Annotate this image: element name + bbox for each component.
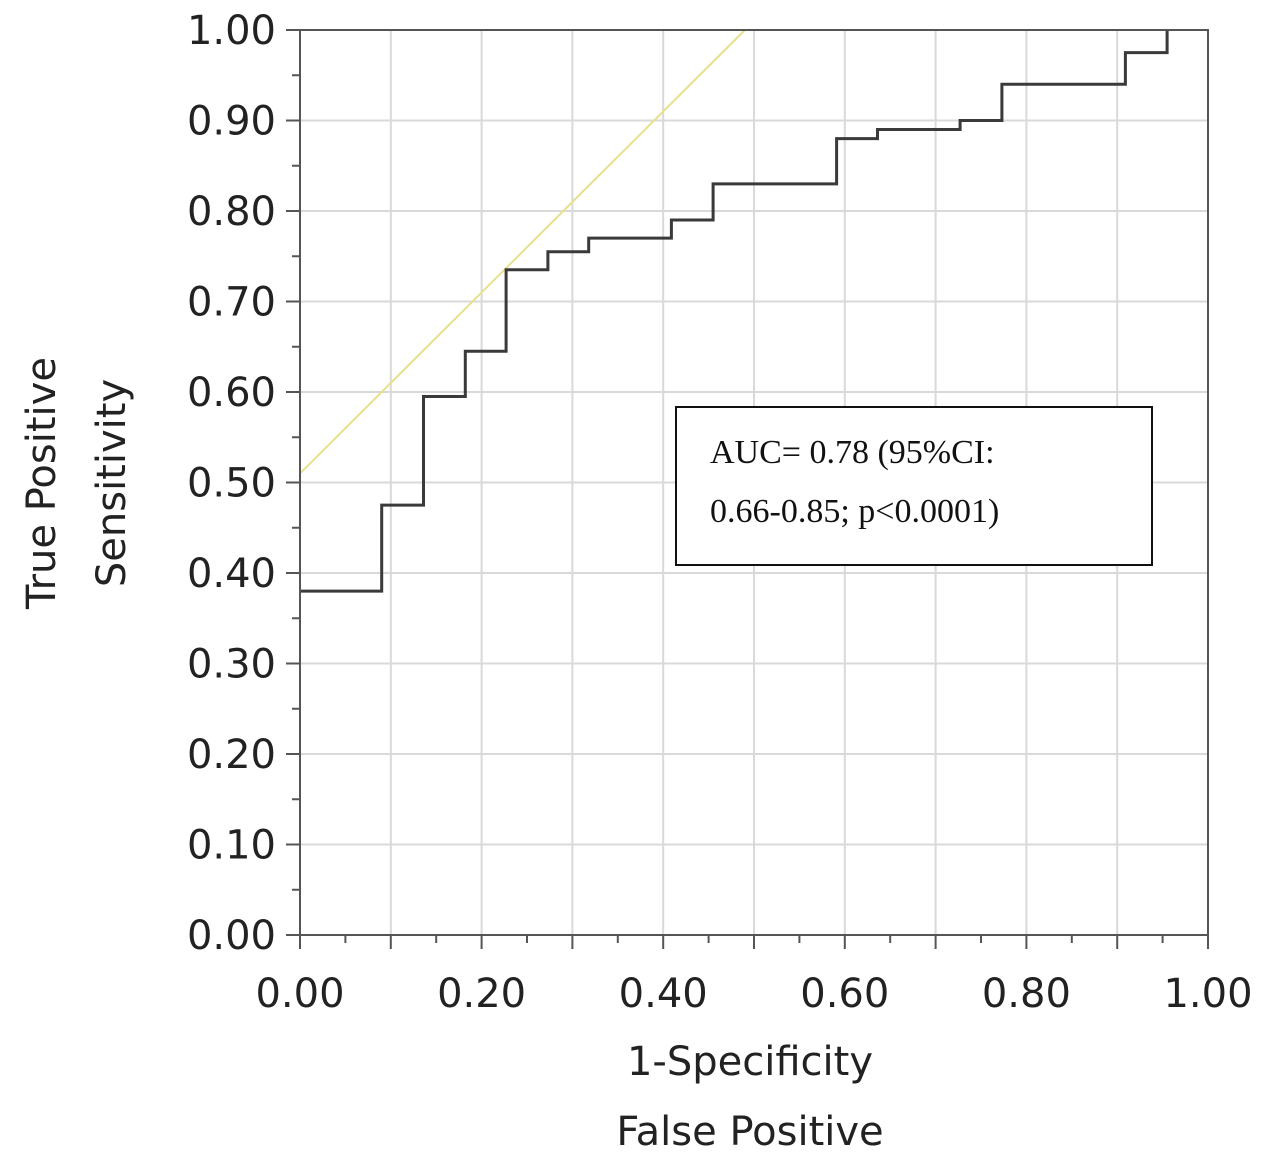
y-axis-title-line-1: True Positive: [19, 357, 65, 610]
x-tick-label: 0.40: [619, 971, 708, 1017]
plot-frame: [299, 29, 1209, 936]
annotation-line-2: 0.66-0.85; p<0.0001): [710, 493, 999, 530]
y-tick-label: 1.00: [187, 8, 276, 54]
y-tick-labels: 0.00 0.10 0.20 0.30 0.40 0.50 0.60 0.70 0.80 0.90…: [187, 8, 276, 959]
y-axis-title-line-2: Sensitivity: [89, 379, 135, 587]
y-tick-label: 0.40: [187, 551, 276, 597]
y-tick-label: 0.80: [187, 189, 276, 235]
x-axis-title-line-1: 1-Specificity: [627, 1039, 873, 1085]
x-tick-labels: 0.00 0.20 0.40 0.60 0.80 1.00: [255, 971, 1252, 1017]
x-tick-label: 1.00: [1163, 971, 1252, 1017]
y-tick-label: 0.70: [187, 280, 276, 326]
annotation-box: AUC= 0.78 (95%CI: 0.66-0.85; p<0.0001): [675, 406, 1153, 566]
y-tick-label: 0.50: [187, 461, 276, 507]
annotation-line-1: AUC= 0.78 (95%CI:: [710, 434, 995, 471]
annotation-frame: [675, 406, 1153, 566]
reference-line: [299, 29, 746, 475]
y-tick-label: 0.60: [187, 370, 276, 416]
series-layer: [299, 29, 1169, 593]
roc-curve: [300, 30, 1169, 593]
minor-ticks: [286, 29, 1209, 949]
x-tick-label: 0.00: [255, 971, 344, 1017]
x-tick-label: 0.20: [437, 971, 526, 1017]
y-tick-label: 0.30: [187, 642, 276, 688]
x-axis-title-line-2: False Positive: [616, 1109, 883, 1155]
x-tick-label: 0.60: [800, 971, 889, 1017]
y-tick-label: 0.00: [187, 913, 276, 959]
y-tick-label: 0.90: [187, 99, 276, 145]
y-tick-label: 0.10: [187, 823, 276, 869]
x-tick-label: 0.80: [982, 971, 1071, 1017]
y-tick-label: 0.20: [187, 732, 276, 778]
